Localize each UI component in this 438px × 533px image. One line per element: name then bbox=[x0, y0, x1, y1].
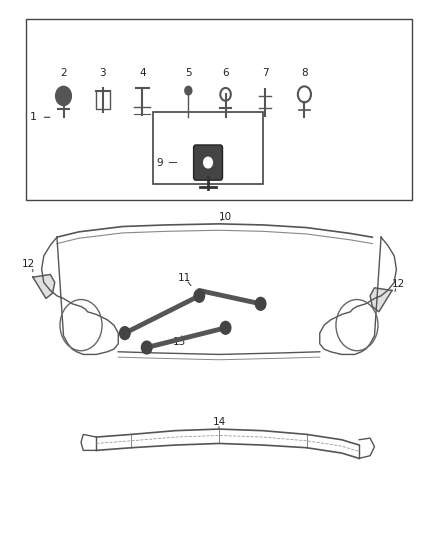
Circle shape bbox=[255, 297, 266, 310]
Circle shape bbox=[194, 289, 205, 302]
Circle shape bbox=[185, 86, 192, 95]
Circle shape bbox=[141, 341, 152, 354]
Circle shape bbox=[204, 157, 212, 168]
Text: 13: 13 bbox=[173, 337, 186, 347]
Text: 1: 1 bbox=[29, 112, 36, 122]
Text: 14: 14 bbox=[212, 417, 226, 427]
Text: 5: 5 bbox=[185, 68, 192, 78]
Bar bbox=[26, 19, 412, 200]
Text: 10: 10 bbox=[219, 213, 232, 222]
Text: 12: 12 bbox=[392, 279, 405, 289]
Text: 6: 6 bbox=[222, 68, 229, 78]
Polygon shape bbox=[33, 274, 55, 298]
Text: 9: 9 bbox=[156, 158, 163, 167]
Circle shape bbox=[56, 86, 71, 106]
Text: 3: 3 bbox=[99, 68, 106, 78]
Bar bbox=[153, 112, 263, 184]
Text: 12: 12 bbox=[22, 259, 35, 269]
Polygon shape bbox=[370, 288, 392, 312]
FancyBboxPatch shape bbox=[194, 145, 223, 180]
Text: 4: 4 bbox=[139, 68, 146, 78]
Circle shape bbox=[120, 327, 130, 340]
Circle shape bbox=[220, 321, 231, 334]
Text: 7: 7 bbox=[261, 68, 268, 78]
Text: 8: 8 bbox=[301, 68, 308, 78]
Text: 2: 2 bbox=[60, 68, 67, 78]
Text: 11: 11 bbox=[177, 273, 191, 283]
